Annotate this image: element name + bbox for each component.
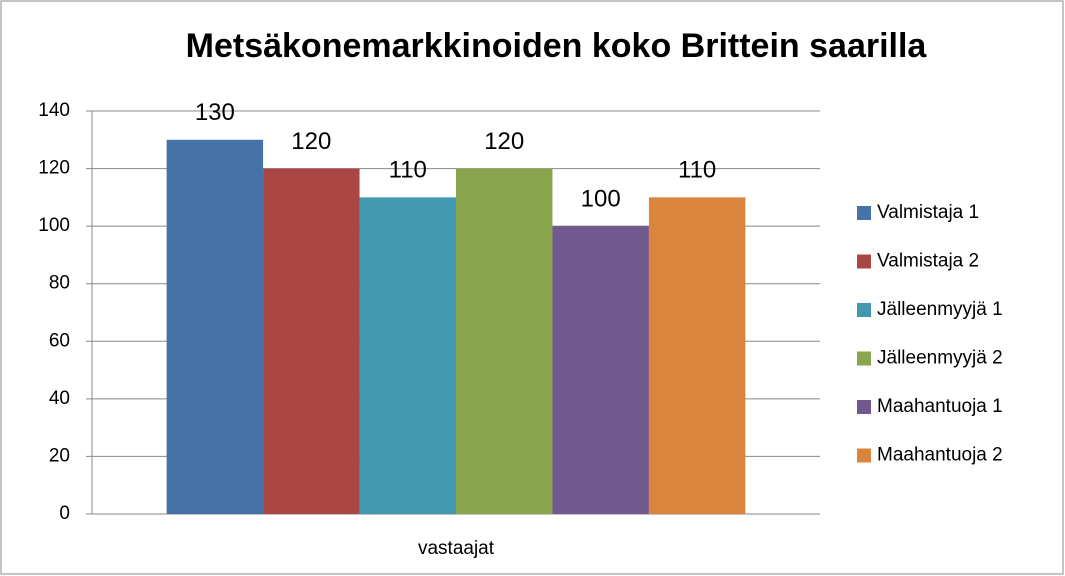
data-label: 100 [581, 185, 621, 212]
chart-title: Metsäkonemarkkinoiden koko Brittein saar… [186, 27, 928, 65]
legend-label: Jälleenmyyjä 1 [877, 299, 1003, 320]
legend-label: Maahantuoja 1 [877, 396, 1003, 417]
bar [648, 197, 746, 514]
legend-swatch [857, 303, 871, 317]
data-label: 110 [678, 157, 716, 184]
y-tick-label: 80 [49, 273, 70, 294]
bar [456, 168, 553, 515]
y-tick-label: 120 [38, 158, 70, 179]
y-tick-label: 60 [49, 330, 70, 351]
legend-label: Valmistaja 2 [877, 251, 979, 272]
legend-label: Jälleenmyyjä 2 [877, 348, 1003, 369]
y-tick-label: 100 [38, 215, 70, 236]
bar [263, 168, 360, 515]
legend-swatch [857, 254, 871, 269]
legend-swatch [857, 448, 871, 463]
y-tick-label: 40 [49, 388, 70, 409]
x-tick-label: vastaajat [418, 538, 495, 559]
legend-swatch [857, 206, 871, 220]
data-label: 120 [291, 128, 331, 155]
legend-label: Maahantuoja 2 [877, 445, 1003, 466]
data-label: 130 [195, 99, 235, 126]
legend-label: Valmistaja 1 [877, 202, 979, 223]
legend-swatch [857, 351, 871, 366]
bar [359, 197, 456, 514]
y-tick-label: 20 [49, 445, 70, 466]
y-tick-label: 0 [59, 503, 70, 524]
bar [552, 226, 649, 514]
data-label: 110 [389, 157, 427, 184]
bar [166, 139, 264, 515]
legend-swatch [857, 400, 871, 414]
y-tick-label: 140 [38, 100, 70, 121]
data-label: 120 [484, 128, 524, 155]
